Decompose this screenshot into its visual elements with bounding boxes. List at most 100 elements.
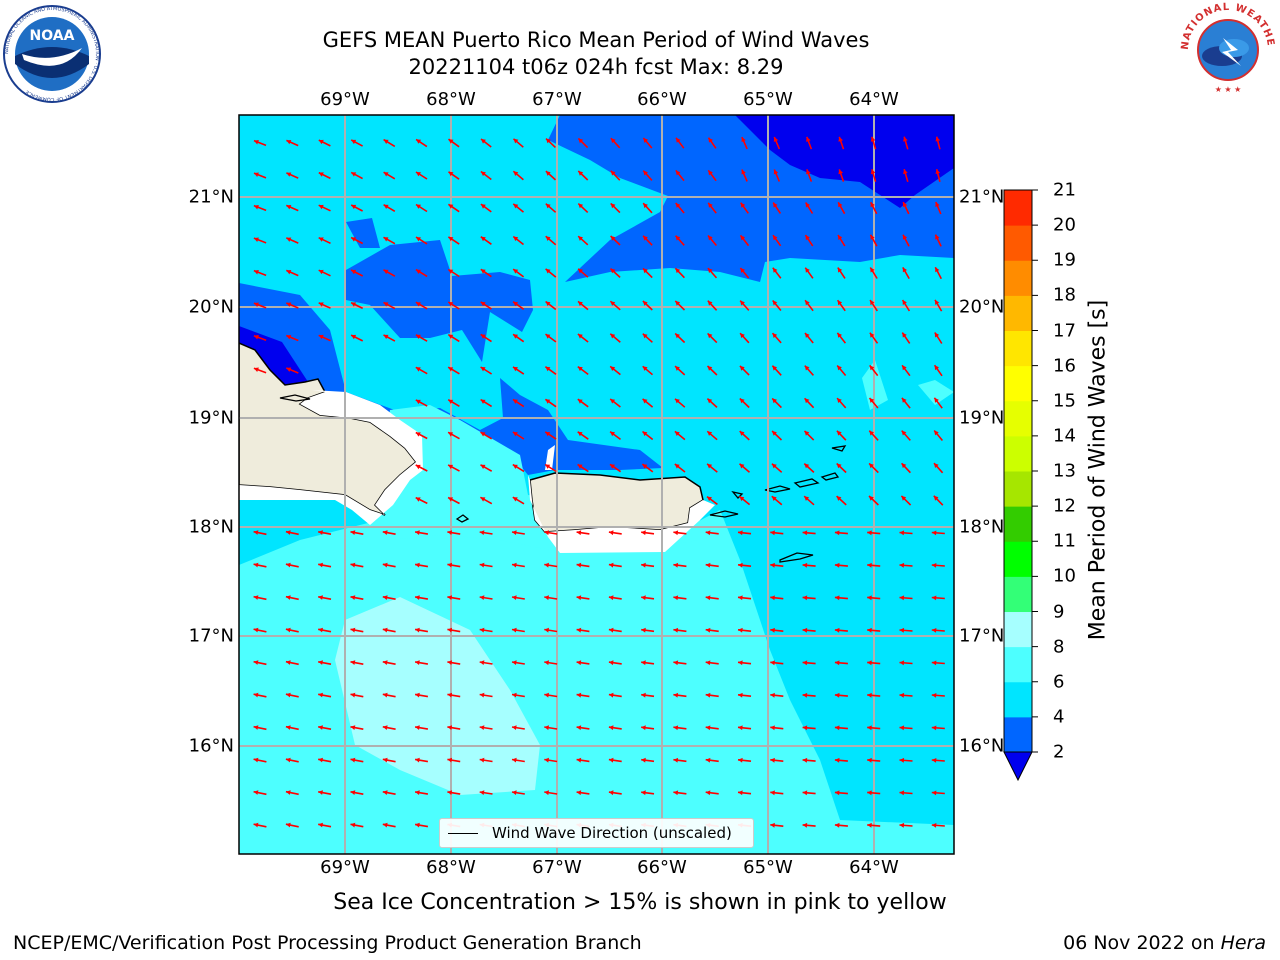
wind-wave-arrowhead xyxy=(674,464,680,469)
wind-wave-arrowhead xyxy=(513,366,518,372)
footer-host: Hera xyxy=(1220,932,1266,954)
wind-wave-arrowhead xyxy=(415,432,421,437)
wind-wave-arrowhead xyxy=(869,463,874,469)
wind-wave-arrowhead xyxy=(771,463,777,469)
wind-wave-arrowhead xyxy=(415,855,420,860)
colorbar-title: Mean Period of Wind Waves [s] xyxy=(1085,299,1111,641)
wind-wave-arrowhead xyxy=(773,202,778,208)
wind-wave-arrowhead xyxy=(480,334,486,339)
wind-wave-arrowhead xyxy=(512,464,518,469)
wind-wave-arrowhead xyxy=(512,627,517,633)
wind-wave-arrowhead xyxy=(415,822,420,828)
wind-wave-arrowhead xyxy=(448,302,454,307)
wind-wave-arrowhead xyxy=(578,301,583,306)
wind-wave-arrowhead xyxy=(838,169,843,175)
wind-wave-arrowhead xyxy=(576,660,582,666)
wind-wave-arrowhead xyxy=(447,595,453,600)
wind-wave-arrowhead xyxy=(771,496,777,501)
wind-wave-arrowhead xyxy=(707,496,712,502)
wind-wave-arrowhead xyxy=(838,136,843,142)
lon-label-top-66w: 66°W xyxy=(637,89,687,110)
colorbar-swatch xyxy=(1004,435,1032,472)
wind-wave-arrowhead xyxy=(867,530,872,536)
wind-wave-arrowhead xyxy=(867,790,872,796)
wind-wave-arrowhead xyxy=(805,267,810,273)
map-legend: Wind Wave Direction (unscaled) xyxy=(439,818,754,848)
wind-wave-arrowhead xyxy=(576,530,582,536)
wind-wave-arrowhead xyxy=(416,139,422,144)
wind-wave-arrow xyxy=(383,857,396,859)
wind-wave-arrowhead xyxy=(447,757,453,763)
wind-wave-arrowhead xyxy=(804,430,810,436)
wind-wave-arrowhead xyxy=(610,464,615,469)
wind-wave-arrowhead xyxy=(935,299,940,305)
wind-wave-arrowhead xyxy=(545,203,551,209)
wind-wave-arrowhead xyxy=(867,692,872,698)
wind-wave-arrowhead xyxy=(512,497,518,502)
wind-wave-arrowhead xyxy=(739,496,745,502)
wind-wave-arrowhead xyxy=(608,627,614,633)
wind-wave-arrowhead xyxy=(576,757,582,763)
wind-wave-arrowhead xyxy=(934,397,939,403)
wind-wave-arrowhead xyxy=(803,855,808,860)
colorbar-overlay xyxy=(1003,189,1038,782)
colorbar-swatch xyxy=(1004,190,1032,226)
nws-logo: NATIONAL WEATHER SERVICE ★ ★ ★ xyxy=(1178,0,1276,98)
wind-wave-arrowhead xyxy=(286,335,292,340)
wind-wave-arrowhead xyxy=(544,757,549,763)
wind-wave-arrowhead xyxy=(834,627,840,633)
wind-wave-arrowhead xyxy=(448,334,454,339)
wind-wave-arrowhead xyxy=(286,237,292,242)
wind-wave-arrowhead xyxy=(643,235,648,241)
wind-wave-arrowhead xyxy=(318,595,323,600)
wind-wave-arrowhead xyxy=(641,725,646,731)
wind-wave-arrowhead xyxy=(448,139,454,144)
wind-wave-arrowhead xyxy=(253,660,259,665)
wind-wave-arrowhead xyxy=(934,430,939,436)
lat-label-right-20n: 20°N xyxy=(959,296,1005,318)
colorbar-tick-label: 16 xyxy=(1053,355,1076,377)
island-anegada xyxy=(831,445,847,452)
wind-wave-arrowhead xyxy=(641,562,646,568)
wind-wave-arrowhead xyxy=(479,627,485,633)
wind-wave-arrowhead xyxy=(741,137,746,142)
wind-wave-arrowhead xyxy=(673,757,679,763)
wind-wave-arrowhead xyxy=(642,431,648,437)
wind-wave-arrowhead xyxy=(545,301,551,307)
wind-wave-arrowhead xyxy=(805,300,810,306)
wind-wave-arrowhead xyxy=(578,236,583,241)
wind-wave-arrowhead xyxy=(610,203,616,209)
wind-wave-arrowhead xyxy=(772,431,777,436)
wind-wave-arrowhead xyxy=(448,269,454,274)
wind-wave-arrowhead xyxy=(285,660,291,665)
wind-wave-arrowhead xyxy=(642,301,648,306)
wind-wave-arrowhead xyxy=(675,203,681,208)
wind-wave-arrowhead xyxy=(545,399,551,404)
wind-wave-arrowhead xyxy=(253,237,259,242)
colorbar-tick-label: 9 xyxy=(1053,601,1065,622)
wind-wave-arrowhead xyxy=(351,302,357,307)
wind-wave-arrowhead xyxy=(834,562,840,568)
colorbar-swatch xyxy=(1004,365,1032,402)
wind-wave-arrowhead xyxy=(383,269,389,275)
lon-label-bottom-64w: 64°W xyxy=(849,857,899,878)
coastal-mask-pr xyxy=(528,475,715,553)
lat-label-left-17n: 17°N xyxy=(188,625,234,647)
wind-wave-arrowhead xyxy=(480,236,486,242)
colorbar-swatch xyxy=(1004,646,1032,683)
wind-wave-arrowhead xyxy=(512,790,517,795)
wind-wave-arrowhead xyxy=(318,757,323,763)
wind-wave-arrowhead xyxy=(675,398,680,404)
wind-wave-arrowhead xyxy=(770,530,775,536)
wind-wave-arrowhead xyxy=(867,660,872,666)
wind-wave-arrowhead xyxy=(903,136,908,142)
wind-wave-arrowhead xyxy=(739,398,745,404)
wind-wave-arrowhead xyxy=(350,627,356,633)
wind-wave-arrowhead xyxy=(286,302,292,307)
wind-wave-arrowhead xyxy=(770,822,775,828)
wind-wave-arrowhead xyxy=(285,627,291,633)
wind-wave-arrowhead xyxy=(867,562,872,568)
wind-wave-arrowhead xyxy=(643,203,648,209)
wind-wave-arrowhead xyxy=(383,172,389,177)
wind-wave-arrowhead xyxy=(870,300,875,306)
